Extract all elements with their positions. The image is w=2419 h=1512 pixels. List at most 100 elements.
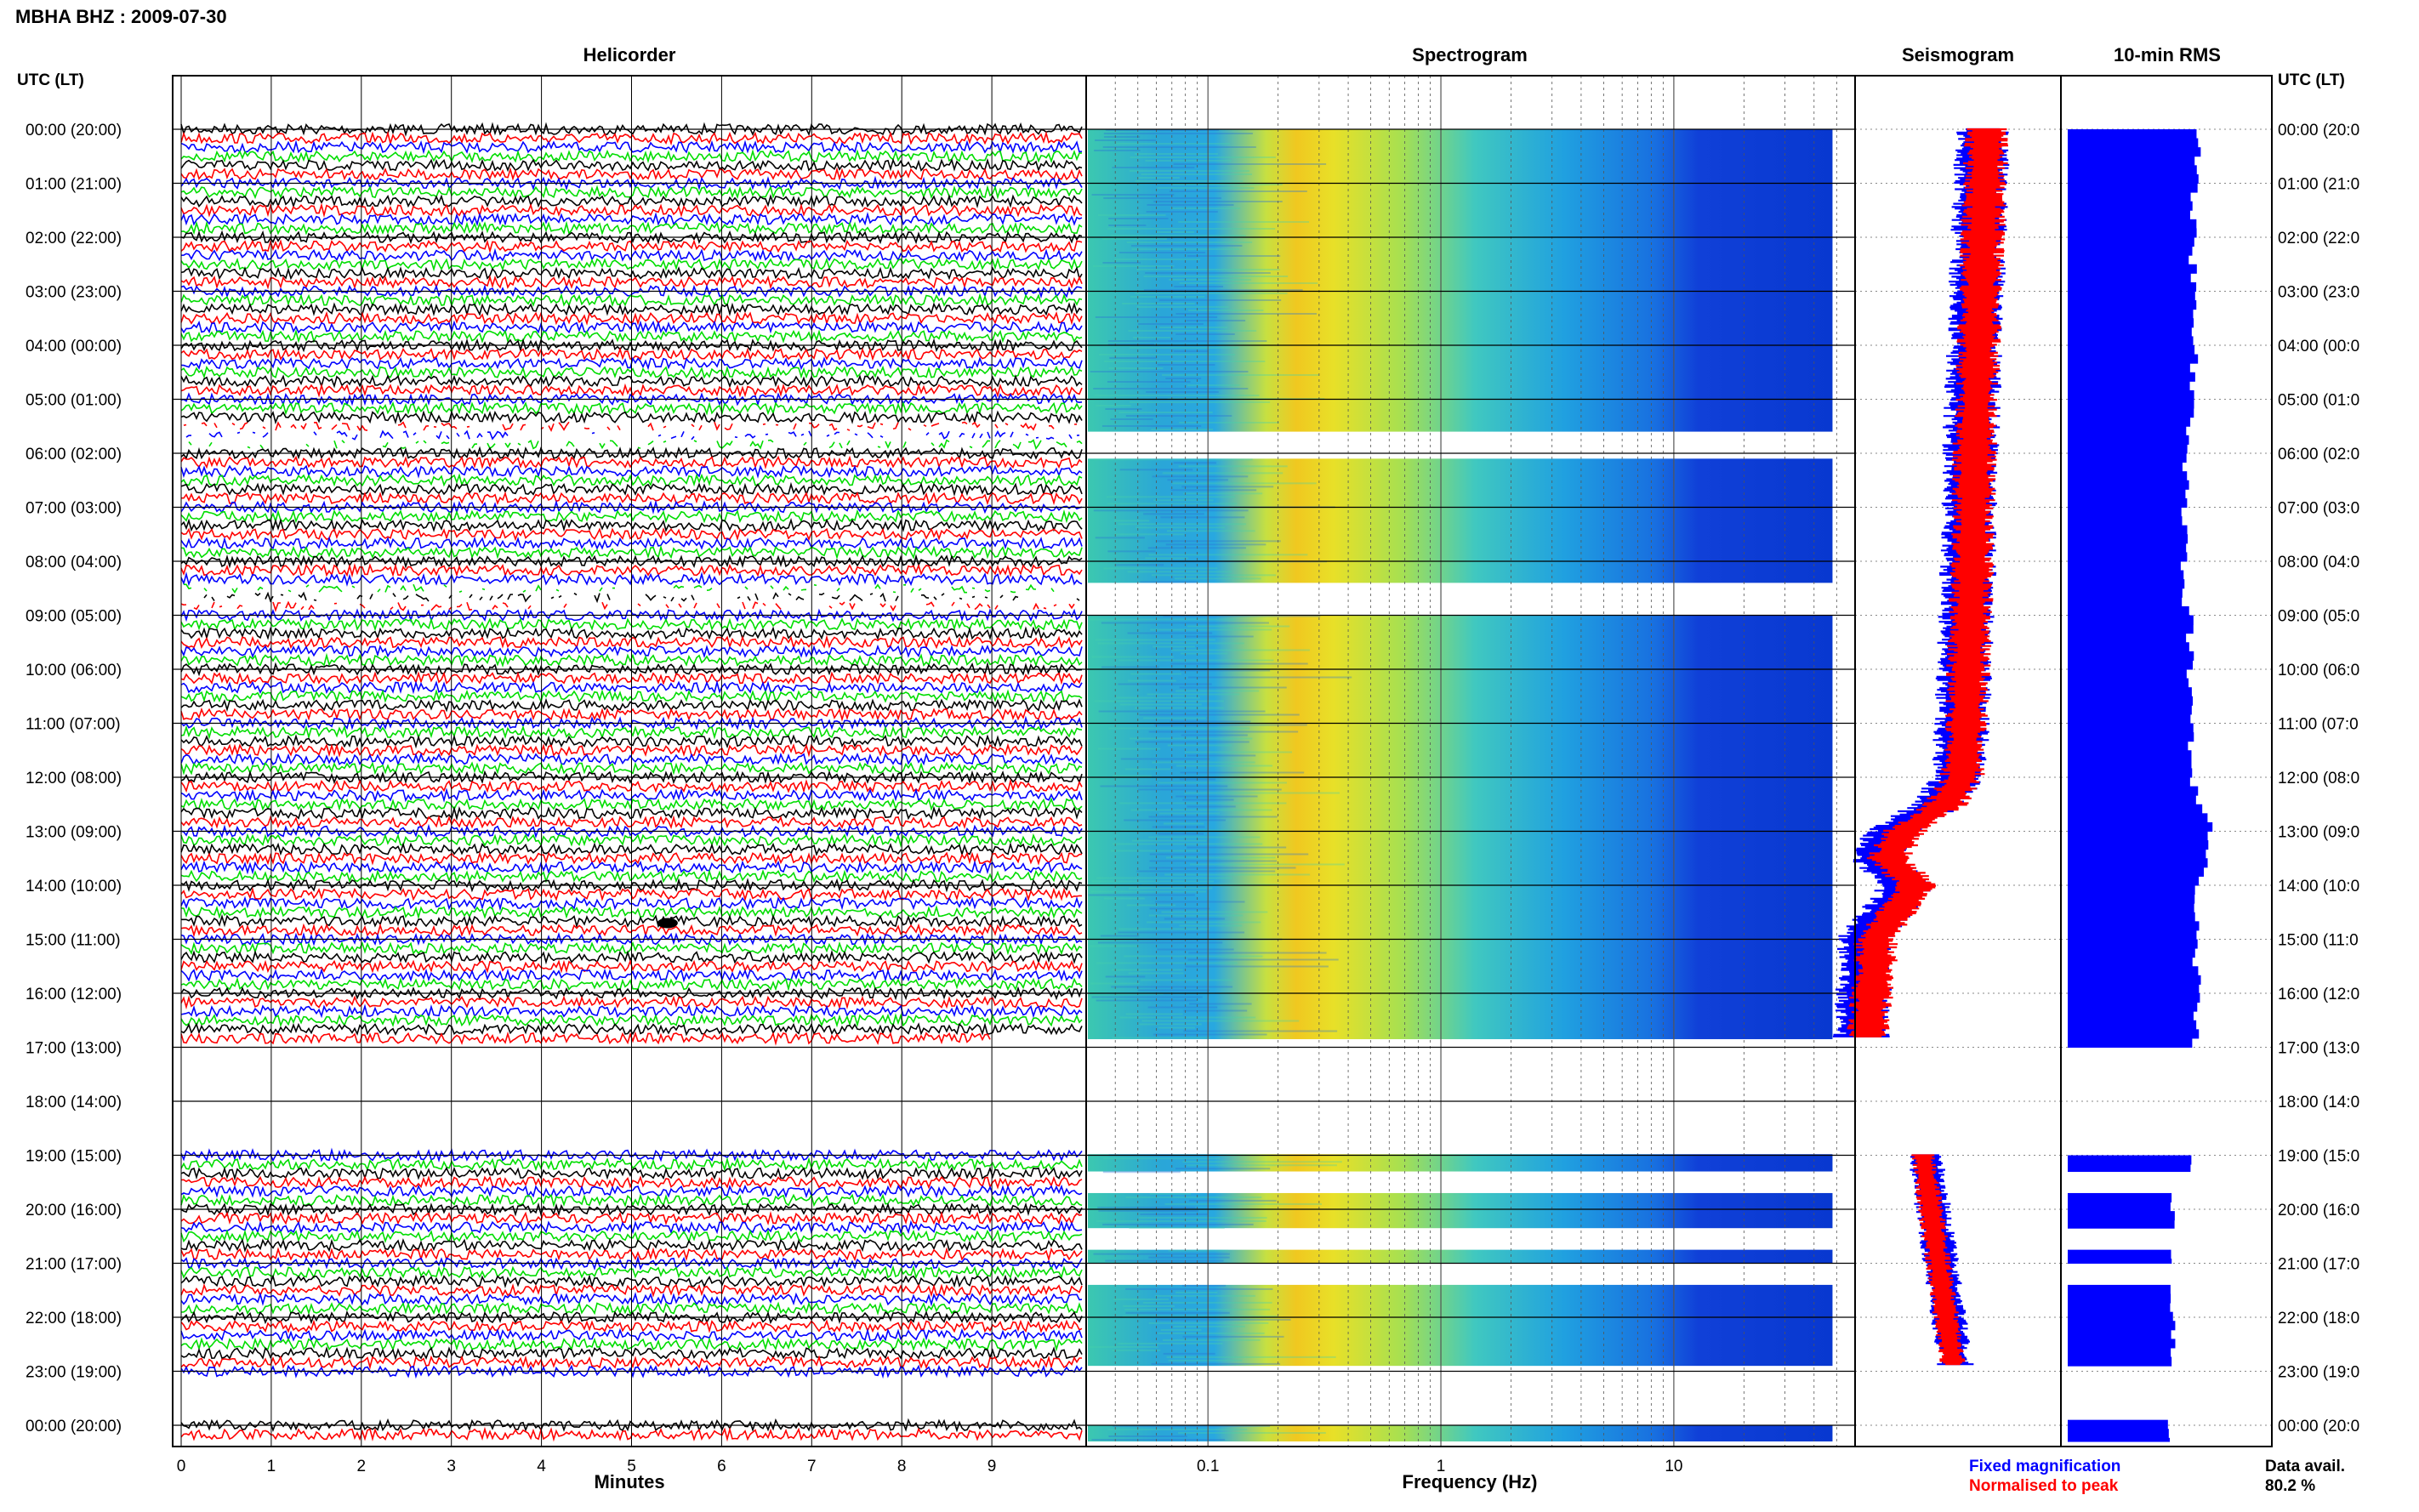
legend-fixed-magnification: Fixed magnification bbox=[1969, 1458, 2120, 1475]
rms-bar bbox=[2068, 201, 2193, 211]
spectrogram-streak bbox=[1090, 982, 1140, 985]
helicorder-xlabel: Minutes bbox=[594, 1471, 664, 1492]
spectrogram-streak bbox=[1154, 724, 1307, 726]
spectrogram-streak bbox=[1103, 133, 1253, 134]
spectrogram-streak bbox=[1108, 1435, 1187, 1437]
rms-bar bbox=[2068, 444, 2188, 454]
rms-bar bbox=[2068, 975, 2201, 985]
helicorder-trace-line bbox=[185, 429, 1080, 441]
spectrogram-streak bbox=[1103, 136, 1141, 138]
spectrogram-streak bbox=[1110, 850, 1200, 852]
spectrogram-streak bbox=[1130, 673, 1181, 675]
spectrogram-streak bbox=[1108, 225, 1147, 226]
spectrogram-streak bbox=[1093, 458, 1253, 461]
spectrogram-streak bbox=[1163, 1352, 1215, 1355]
spectrogram-streak bbox=[1185, 965, 1329, 968]
rms-bar bbox=[2068, 786, 2199, 796]
rms-bar bbox=[2068, 912, 2195, 922]
spectrogram-streak bbox=[1118, 523, 1247, 526]
left-time-tick-label: 20:00 (16:00) bbox=[26, 1202, 122, 1219]
right-time-tick-label: 01:00 (21:0 bbox=[2278, 176, 2359, 194]
spectrogram-streak bbox=[1162, 472, 1283, 475]
spectrogram-streak bbox=[1112, 1349, 1161, 1351]
spectrogram-block bbox=[1088, 129, 1833, 432]
spectrogram-streak bbox=[1170, 489, 1257, 492]
rms-bar bbox=[2068, 651, 2194, 661]
left-time-tick-label: 13:00 (09:00) bbox=[26, 824, 122, 842]
rms-bar bbox=[2068, 1164, 2191, 1173]
helicorder-event-mark bbox=[657, 918, 678, 929]
spectrogram-streak bbox=[1100, 785, 1228, 787]
spectrogram-streak bbox=[1153, 1033, 1267, 1036]
rms-bar bbox=[2068, 210, 2190, 220]
helicorder-minute-ticks: 0 1 2 3 4 5 6 7 8 9 bbox=[177, 1458, 997, 1475]
spectrogram-streak bbox=[1111, 969, 1183, 971]
rms-bar bbox=[2068, 327, 2192, 337]
rms-bar bbox=[2068, 885, 2195, 895]
spectrogram-streak bbox=[1097, 941, 1223, 944]
spectrogram-streak bbox=[1137, 788, 1282, 791]
spectrogram-streak bbox=[1162, 1339, 1261, 1341]
spectrogram-streak bbox=[1145, 160, 1232, 162]
rms-frame bbox=[2060, 75, 2273, 1447]
spectrogram-streak bbox=[1171, 649, 1310, 651]
spectrogram-streak bbox=[1102, 1223, 1254, 1225]
right-time-tick-label: 16:00 (12:0 bbox=[2278, 986, 2359, 1003]
rms-bar bbox=[2068, 489, 2186, 499]
rms-bar bbox=[2068, 1339, 2176, 1349]
spectrogram-streak bbox=[1155, 231, 1195, 233]
spectrogram-streak bbox=[1113, 775, 1153, 777]
spectrogram-streak bbox=[1173, 350, 1209, 352]
rms-bar bbox=[2068, 831, 2208, 841]
right-time-tick-label: 20:00 (16:0 bbox=[2278, 1202, 2359, 1219]
spectrogram-streak bbox=[1098, 710, 1266, 713]
spectrogram-streak bbox=[1175, 765, 1273, 767]
spectrogram-streak bbox=[1097, 214, 1166, 216]
spectrogram-streak bbox=[1136, 526, 1225, 529]
spectrogram-streak bbox=[1103, 197, 1221, 199]
spectrogram-streak bbox=[1095, 316, 1218, 318]
spectrogram-block bbox=[1088, 1425, 1833, 1442]
spectrogram-streak bbox=[1143, 289, 1303, 291]
helicorder-trace-line bbox=[188, 439, 1083, 451]
spectrogram-streak bbox=[1109, 357, 1157, 359]
left-time-ticks: 00:00 (20:00) 01:00 (21:00) 02:00 (22:00) 0… bbox=[26, 122, 122, 1435]
spectrogram-streak bbox=[1149, 853, 1309, 855]
spectrogram-streak bbox=[1147, 693, 1240, 696]
spectrogram-streak bbox=[1089, 1345, 1158, 1348]
helicorder-trace-line bbox=[184, 422, 1082, 430]
spectrogram-streak bbox=[1170, 207, 1241, 209]
right-time-tick-label: 02:00 (22:0 bbox=[2278, 230, 2359, 247]
data-avail-value: 80.2 % bbox=[2265, 1477, 2315, 1495]
rms-bar bbox=[2068, 588, 2183, 598]
spectrogram-streak bbox=[1167, 744, 1232, 747]
rms-bar bbox=[2068, 903, 2194, 913]
spectrogram-streak bbox=[1166, 1356, 1336, 1358]
rms-bar bbox=[2068, 1356, 2172, 1367]
right-time-tick-label: 10:00 (06:0 bbox=[2278, 662, 2359, 679]
right-time-tick-label: 14:00 (10:0 bbox=[2278, 878, 2359, 895]
spectrogram-streak bbox=[1187, 805, 1236, 808]
spectrogram-streak bbox=[1183, 492, 1263, 495]
spectrogram-streak bbox=[1095, 639, 1215, 641]
spectrogram-streak bbox=[1137, 177, 1180, 179]
spectrogram-streak bbox=[1101, 666, 1159, 668]
spectrogram-frequency-tick-label: 10 bbox=[1665, 1458, 1682, 1475]
spectrogram-streak bbox=[1181, 486, 1274, 488]
seismogram-late-segment bbox=[1911, 1154, 1966, 1366]
spectrogram-streak bbox=[1183, 1009, 1248, 1012]
rms-bar bbox=[2068, 759, 2192, 769]
spectrogram-streak bbox=[1091, 1439, 1226, 1441]
spectrogram-streak bbox=[1149, 907, 1210, 910]
rms-bar bbox=[2068, 570, 2184, 580]
spectrogram-streak bbox=[1180, 771, 1305, 774]
spectrogram-streak bbox=[1145, 557, 1189, 560]
rms-bar bbox=[2068, 777, 2190, 787]
rms-bar bbox=[2068, 237, 2194, 247]
rms-bar bbox=[2068, 345, 2195, 355]
right-time-tick-label: 03:00 (23:0 bbox=[2278, 284, 2359, 302]
spectrogram-streak bbox=[1147, 921, 1261, 924]
spectrogram-streak bbox=[1120, 758, 1210, 760]
spectrogram-streak bbox=[1127, 571, 1232, 573]
